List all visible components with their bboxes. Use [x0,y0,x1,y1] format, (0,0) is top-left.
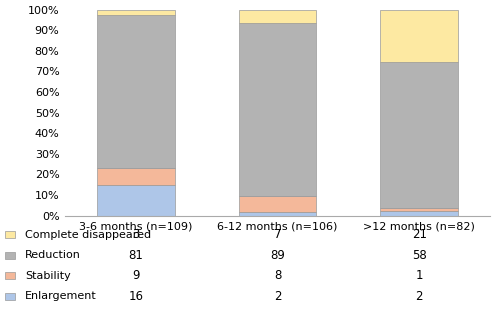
Bar [97,10,175,15]
Text: 58: 58 [412,249,426,262]
Text: Reduction: Reduction [25,250,81,260]
Text: 8: 8 [274,269,281,282]
Bar [97,168,175,185]
Bar [380,62,458,208]
Bar [380,210,458,216]
Bar [238,23,316,196]
Bar [238,212,316,216]
Bar [380,10,458,62]
Text: 1: 1 [416,269,423,282]
Text: Enlargement: Enlargement [25,291,97,301]
Text: Complete disappeared: Complete disappeared [25,230,151,240]
Bar [97,185,175,216]
Text: 81: 81 [128,249,144,262]
Text: 9: 9 [132,269,140,282]
Bar [380,208,458,210]
Text: 89: 89 [270,249,285,262]
Bar [238,10,316,23]
Text: 21: 21 [412,228,426,241]
Text: 2: 2 [274,290,281,303]
Text: Stability: Stability [25,271,71,281]
Bar [97,15,175,168]
Text: 2: 2 [416,290,423,303]
Text: 3: 3 [132,228,140,241]
Bar [238,196,316,212]
Text: 16: 16 [128,290,144,303]
Text: 7: 7 [274,228,281,241]
